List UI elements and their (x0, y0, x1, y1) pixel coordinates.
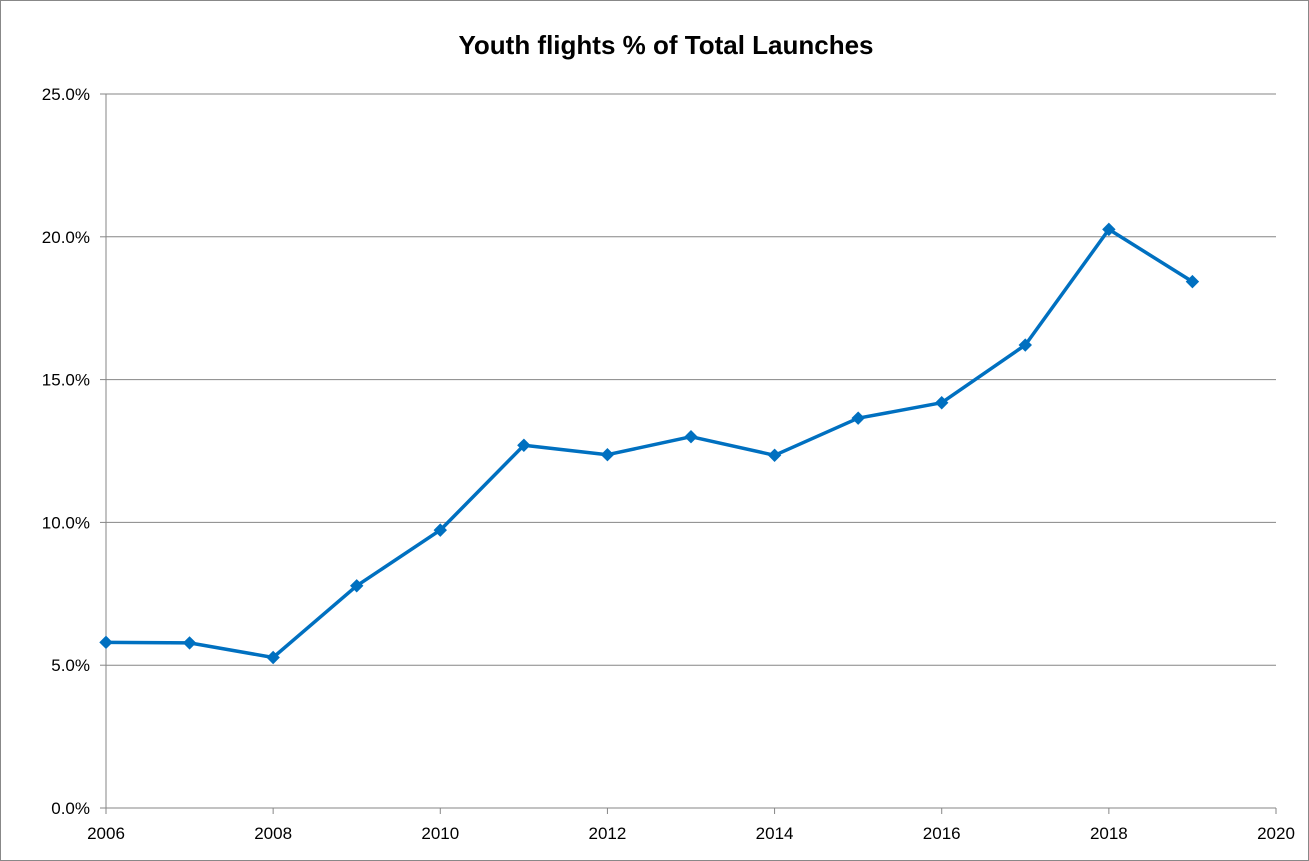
data-point-marker (99, 635, 113, 650)
x-tick-label: 2010 (421, 824, 459, 843)
data-point-marker (1185, 274, 1200, 289)
chart-title: Youth flights % of Total Launches (458, 30, 873, 60)
data-point-marker (266, 650, 280, 665)
x-tick-label: 2008 (254, 824, 292, 843)
x-tick-label: 2006 (87, 824, 125, 843)
y-tick-label: 10.0% (42, 513, 90, 532)
data-point-marker (767, 448, 782, 462)
x-tick-label: 2018 (1090, 824, 1128, 843)
y-tick-label: 5.0% (51, 656, 90, 675)
x-tick-label: 2016 (923, 824, 961, 843)
y-tick-label: 15.0% (42, 371, 90, 390)
data-point-marker (517, 438, 531, 452)
x-tick-labels: 2006 2008 2010 2012 2014 2016 2018 2020 (87, 824, 1295, 843)
y-tick-labels: 0.0% 5.0% 10.0% 15.0% 20.0% 25.0% (42, 85, 90, 818)
gridlines (106, 93, 1276, 666)
data-point-marker (851, 411, 865, 425)
series-line (104, 227, 1195, 660)
y-tick-label: 0.0% (51, 799, 90, 818)
x-tick-label: 2014 (756, 824, 794, 843)
data-point-marker (433, 523, 447, 537)
data-point-marker (684, 430, 698, 444)
data-point-marker (935, 396, 949, 410)
y-tick-label: 20.0% (42, 228, 90, 247)
data-point-marker (1018, 338, 1032, 352)
axes (100, 93, 1277, 814)
series (99, 222, 1200, 665)
x-tick-label: 2020 (1257, 824, 1295, 843)
data-point-marker (350, 579, 364, 593)
data-point-marker (600, 448, 615, 462)
y-tick-label: 25.0% (42, 85, 90, 104)
data-point-marker (1102, 222, 1116, 237)
x-tick-label: 2012 (589, 824, 627, 843)
data-point-marker (182, 636, 197, 650)
